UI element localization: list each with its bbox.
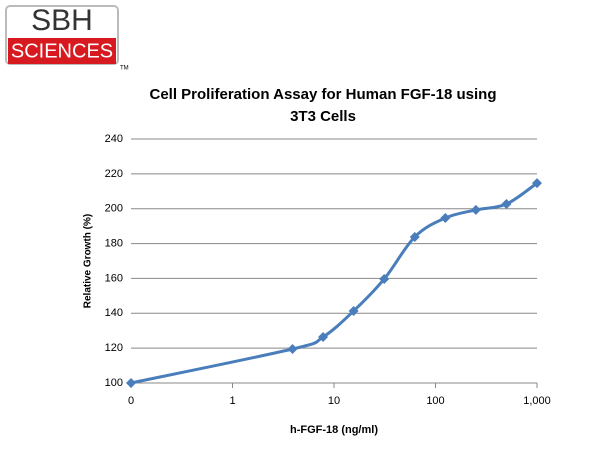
marker bbox=[287, 344, 298, 355]
logo-band bbox=[8, 38, 116, 64]
x-tick-label: 1,000 bbox=[523, 395, 551, 407]
logo-tm: TM bbox=[120, 66, 129, 72]
marker bbox=[409, 231, 420, 242]
x-tick-label: 1 bbox=[229, 395, 235, 407]
marker bbox=[532, 178, 542, 189]
y-tick-label: 140 bbox=[105, 307, 123, 319]
marker bbox=[126, 378, 136, 388]
y-tick-label: 160 bbox=[105, 272, 123, 284]
y-tick-label: 240 bbox=[105, 133, 123, 145]
marker bbox=[440, 212, 451, 223]
marker bbox=[318, 331, 329, 342]
marker bbox=[379, 273, 390, 284]
y-tick-label: 180 bbox=[105, 237, 123, 249]
y-axis-label: Relative Growth (%) bbox=[83, 214, 94, 308]
x-axis-label: h-FGF-18 (ng/ml) bbox=[290, 424, 378, 436]
marker bbox=[348, 306, 359, 317]
y-tick-label: 220 bbox=[105, 168, 123, 180]
chart-title: Cell Proliferation Assay for Human FGF-1… bbox=[149, 86, 496, 103]
x-tick-label: 10 bbox=[328, 395, 340, 407]
x-tick-label: 0 bbox=[128, 395, 134, 407]
marker bbox=[470, 204, 481, 215]
logo: SBH SCIENCES TM bbox=[5, 4, 129, 72]
x-tick-label: 100 bbox=[426, 395, 444, 407]
chart-subtitle: 3T3 Cells bbox=[290, 108, 356, 125]
marker bbox=[501, 199, 512, 210]
y-tick-label: 100 bbox=[105, 377, 123, 389]
logo-bottom: SCIENCES bbox=[11, 40, 113, 62]
logo-top: SBH bbox=[31, 4, 93, 37]
y-tick-label: 200 bbox=[105, 203, 123, 215]
y-tick-label: 120 bbox=[105, 342, 123, 354]
